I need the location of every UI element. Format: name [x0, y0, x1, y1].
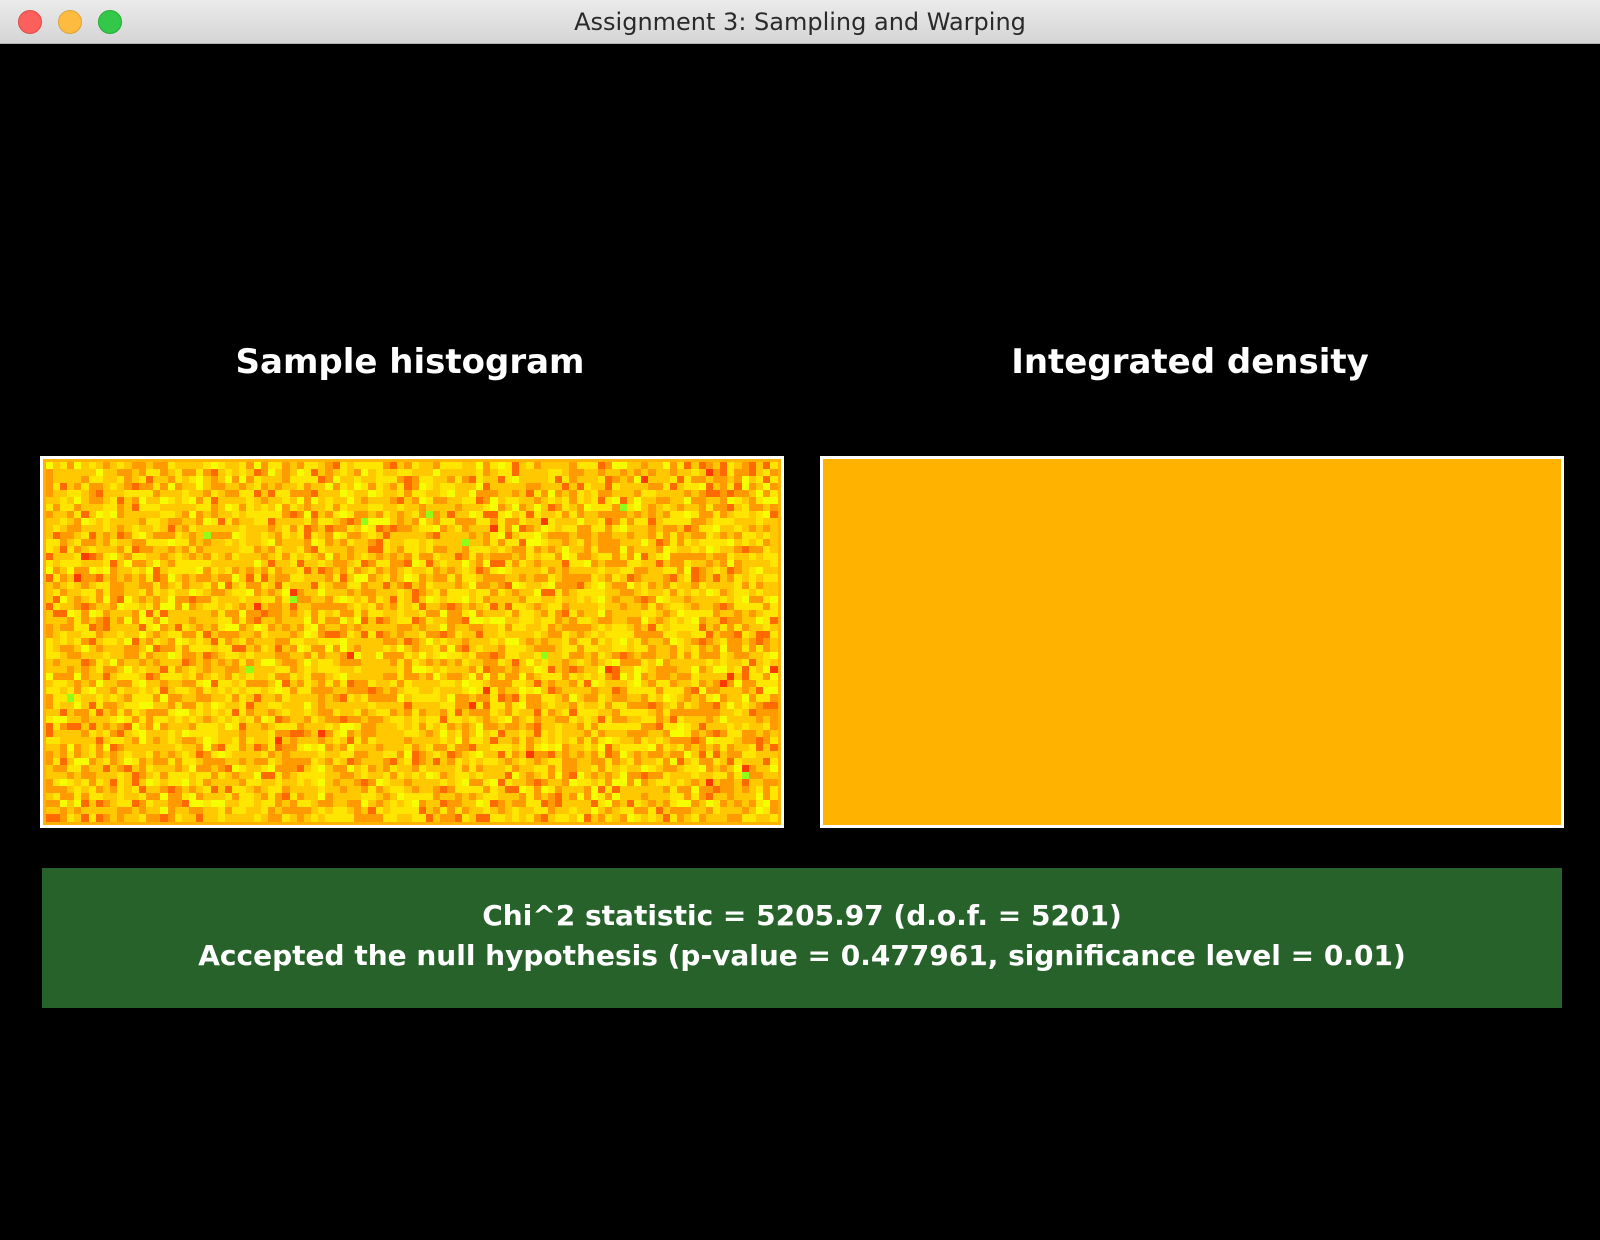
sample-histogram-panel [40, 456, 784, 828]
chi-square-test-result: Chi^2 statistic = 5205.97 (d.o.f. = 5201… [42, 868, 1562, 1008]
zoom-window-button[interactable] [98, 10, 122, 34]
integrated-density-heatmap [823, 459, 1561, 825]
close-window-button[interactable] [18, 10, 42, 34]
chi-square-statistic-text: Chi^2 statistic = 5205.97 (d.o.f. = 5201… [482, 899, 1122, 932]
window-title: Assignment 3: Sampling and Warping [574, 8, 1026, 36]
title-bar[interactable]: Assignment 3: Sampling and Warping [0, 0, 1600, 44]
sample-histogram-title: Sample histogram [235, 342, 585, 382]
sample-histogram-heatmap [46, 462, 778, 822]
integrated-density-panel [820, 456, 1564, 828]
minimize-window-button[interactable] [58, 10, 82, 34]
viewer-canvas: Sample histogram Integrated density Chi^… [0, 44, 1600, 1240]
integrated-density-title: Integrated density [1011, 342, 1369, 382]
hypothesis-result-text: Accepted the null hypothesis (p-value = … [198, 939, 1406, 972]
